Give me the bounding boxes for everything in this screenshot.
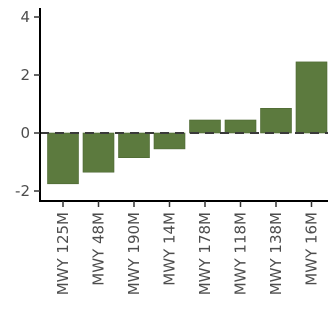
y-tick-label: 0 — [20, 124, 30, 142]
bar-mwy-48m — [82, 132, 115, 173]
bar-mwy-118m — [224, 119, 257, 134]
bar-mwy-14m — [153, 132, 186, 150]
x-category-label: MWY 16M — [303, 212, 321, 286]
y-tick-label: -2 — [15, 182, 30, 200]
bar-mwy-178m — [189, 119, 221, 134]
y-tick-label: 4 — [20, 8, 30, 26]
x-category-label: MWY 138M — [267, 212, 285, 295]
x-category-label: MWY 125M — [54, 212, 72, 295]
x-category-label: MWY 118M — [232, 212, 250, 295]
y-axis-ticks: -2 0 2 4 — [15, 8, 40, 200]
x-category-label: MWY 48M — [90, 212, 108, 286]
bar-mwy-190m — [118, 132, 150, 159]
x-category-label: MWY 14M — [161, 212, 179, 286]
bar-mwy-16m — [295, 61, 328, 134]
x-category-label: MWY 190M — [125, 212, 143, 295]
bars-group — [47, 61, 328, 185]
x-axis-ticks: MWY 125M MWY 48M MWY 190M MWY 14M MWY 178M MW… — [54, 201, 321, 295]
x-category-label: MWY 178M — [196, 212, 214, 295]
bar-mwy-125m — [47, 132, 79, 185]
y-tick-label: 2 — [20, 66, 30, 84]
bar-mwy-138m — [260, 108, 292, 134]
